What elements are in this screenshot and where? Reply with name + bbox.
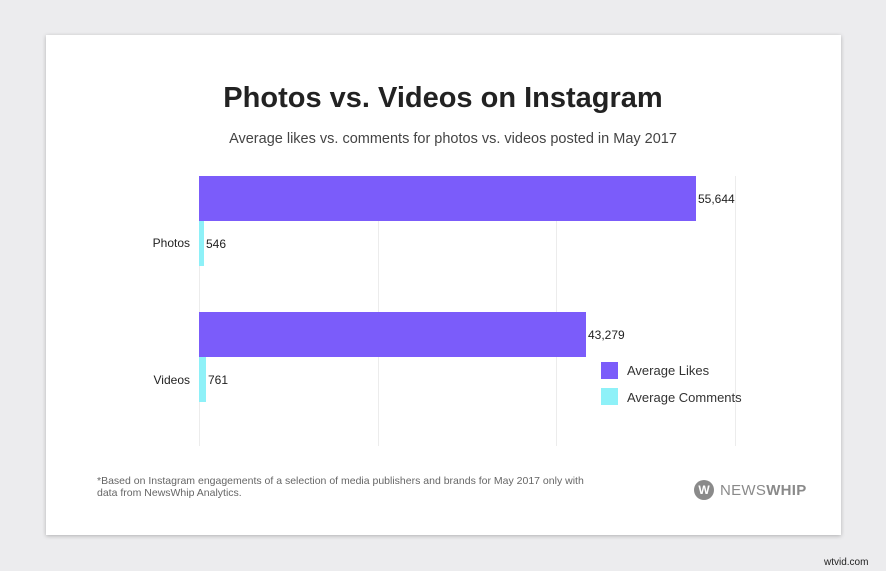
footnote: *Based on Instagram engagements of a sel… [97,475,584,499]
gridline [199,176,200,446]
value-label: 55,644 [698,192,735,206]
chart-card [46,35,841,535]
logo-w-icon: W [694,480,714,500]
logo-text: NEWSWHIP [720,481,807,499]
value-label: 546 [206,237,227,251]
bar-videos-comments [199,357,206,402]
gridline [378,176,379,446]
chart-title: Photos vs. Videos on Instagram [223,82,663,114]
bar-photos-comments [199,221,204,266]
legend-label: Average Comments [627,390,742,405]
gridline [735,176,736,446]
category-label: Photos [152,236,190,250]
chart-subtitle: Average likes vs. comments for photos vs… [229,131,677,147]
newswhip-logo: W NEWSWHIP [694,480,807,500]
category-label: Videos [153,373,190,387]
legend-swatch-likes [601,362,618,379]
value-label: 761 [208,373,229,387]
gridline [556,176,557,446]
value-label: 43,279 [588,328,625,342]
bar-videos-likes [199,312,586,357]
bar-photos-likes [199,176,696,221]
watermark: wtvid.com [824,557,869,568]
legend-swatch-comments [601,388,618,405]
legend-label: Average Likes [627,363,710,378]
